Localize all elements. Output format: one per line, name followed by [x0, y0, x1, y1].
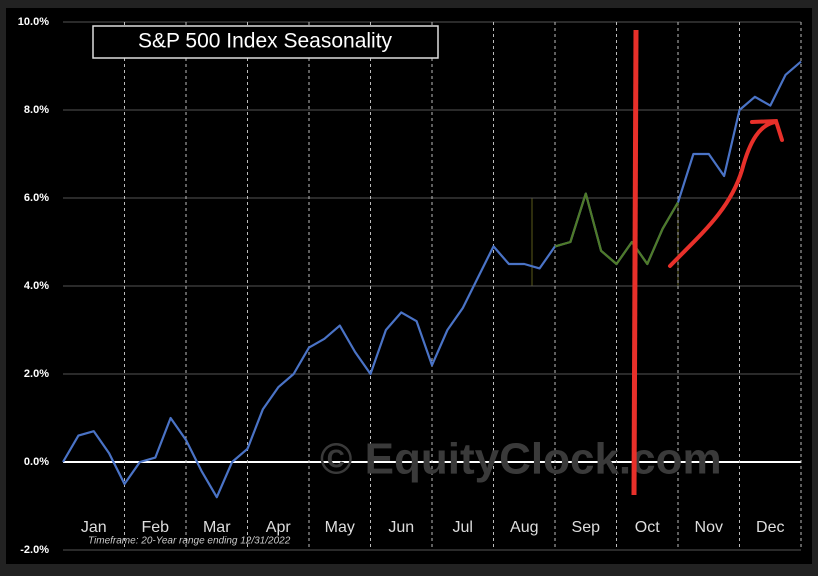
x-tick-label: Dec	[756, 519, 784, 536]
x-tick-label: Jan	[81, 519, 107, 536]
y-tick-label: 4.0%	[24, 280, 49, 292]
x-tick-label: Mar	[203, 519, 231, 536]
annotation-line	[631, 29, 639, 496]
x-tick-label: Jul	[453, 519, 473, 536]
x-tick-label: Oct	[635, 519, 660, 536]
y-tick-label: 2.0%	[24, 368, 49, 380]
annotation-arrow	[668, 118, 784, 268]
x-tick-label: May	[325, 519, 355, 536]
chart-title: S&P 500 Index Seasonality	[138, 30, 393, 53]
y-tick-label: 6.0%	[24, 192, 49, 204]
y-tick-label: -2.0%	[20, 544, 49, 556]
footnote: Timeframe: 20-Year range ending 12/31/20…	[88, 536, 291, 547]
y-tick-label: 8.0%	[24, 104, 49, 116]
y-tick-label: 10.0%	[18, 16, 49, 28]
x-tick-label: Apr	[266, 519, 292, 536]
title-box	[92, 25, 439, 59]
x-tick-label: Aug	[510, 519, 538, 536]
y-tick-label: 0.0%	[24, 456, 49, 468]
x-tick-label: Nov	[695, 519, 723, 536]
x-tick-label: Sep	[572, 519, 601, 536]
series-line	[554, 192, 679, 266]
watermark: © EquityClock.com	[320, 435, 722, 484]
x-tick-label: Feb	[141, 519, 169, 536]
x-tick-label: Jun	[388, 519, 414, 536]
